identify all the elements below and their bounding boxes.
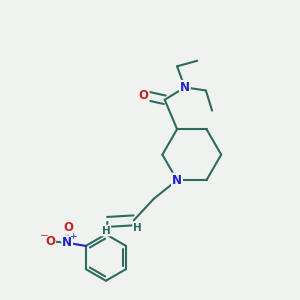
- Text: N: N: [180, 81, 190, 94]
- Text: H: H: [133, 223, 142, 233]
- Text: N: N: [62, 236, 72, 249]
- Text: N: N: [172, 174, 182, 187]
- Text: H: H: [101, 226, 110, 236]
- Text: +: +: [69, 232, 76, 241]
- Text: O: O: [45, 235, 55, 248]
- Text: −: −: [40, 231, 48, 241]
- Text: O: O: [139, 88, 149, 102]
- Text: O: O: [64, 221, 74, 234]
